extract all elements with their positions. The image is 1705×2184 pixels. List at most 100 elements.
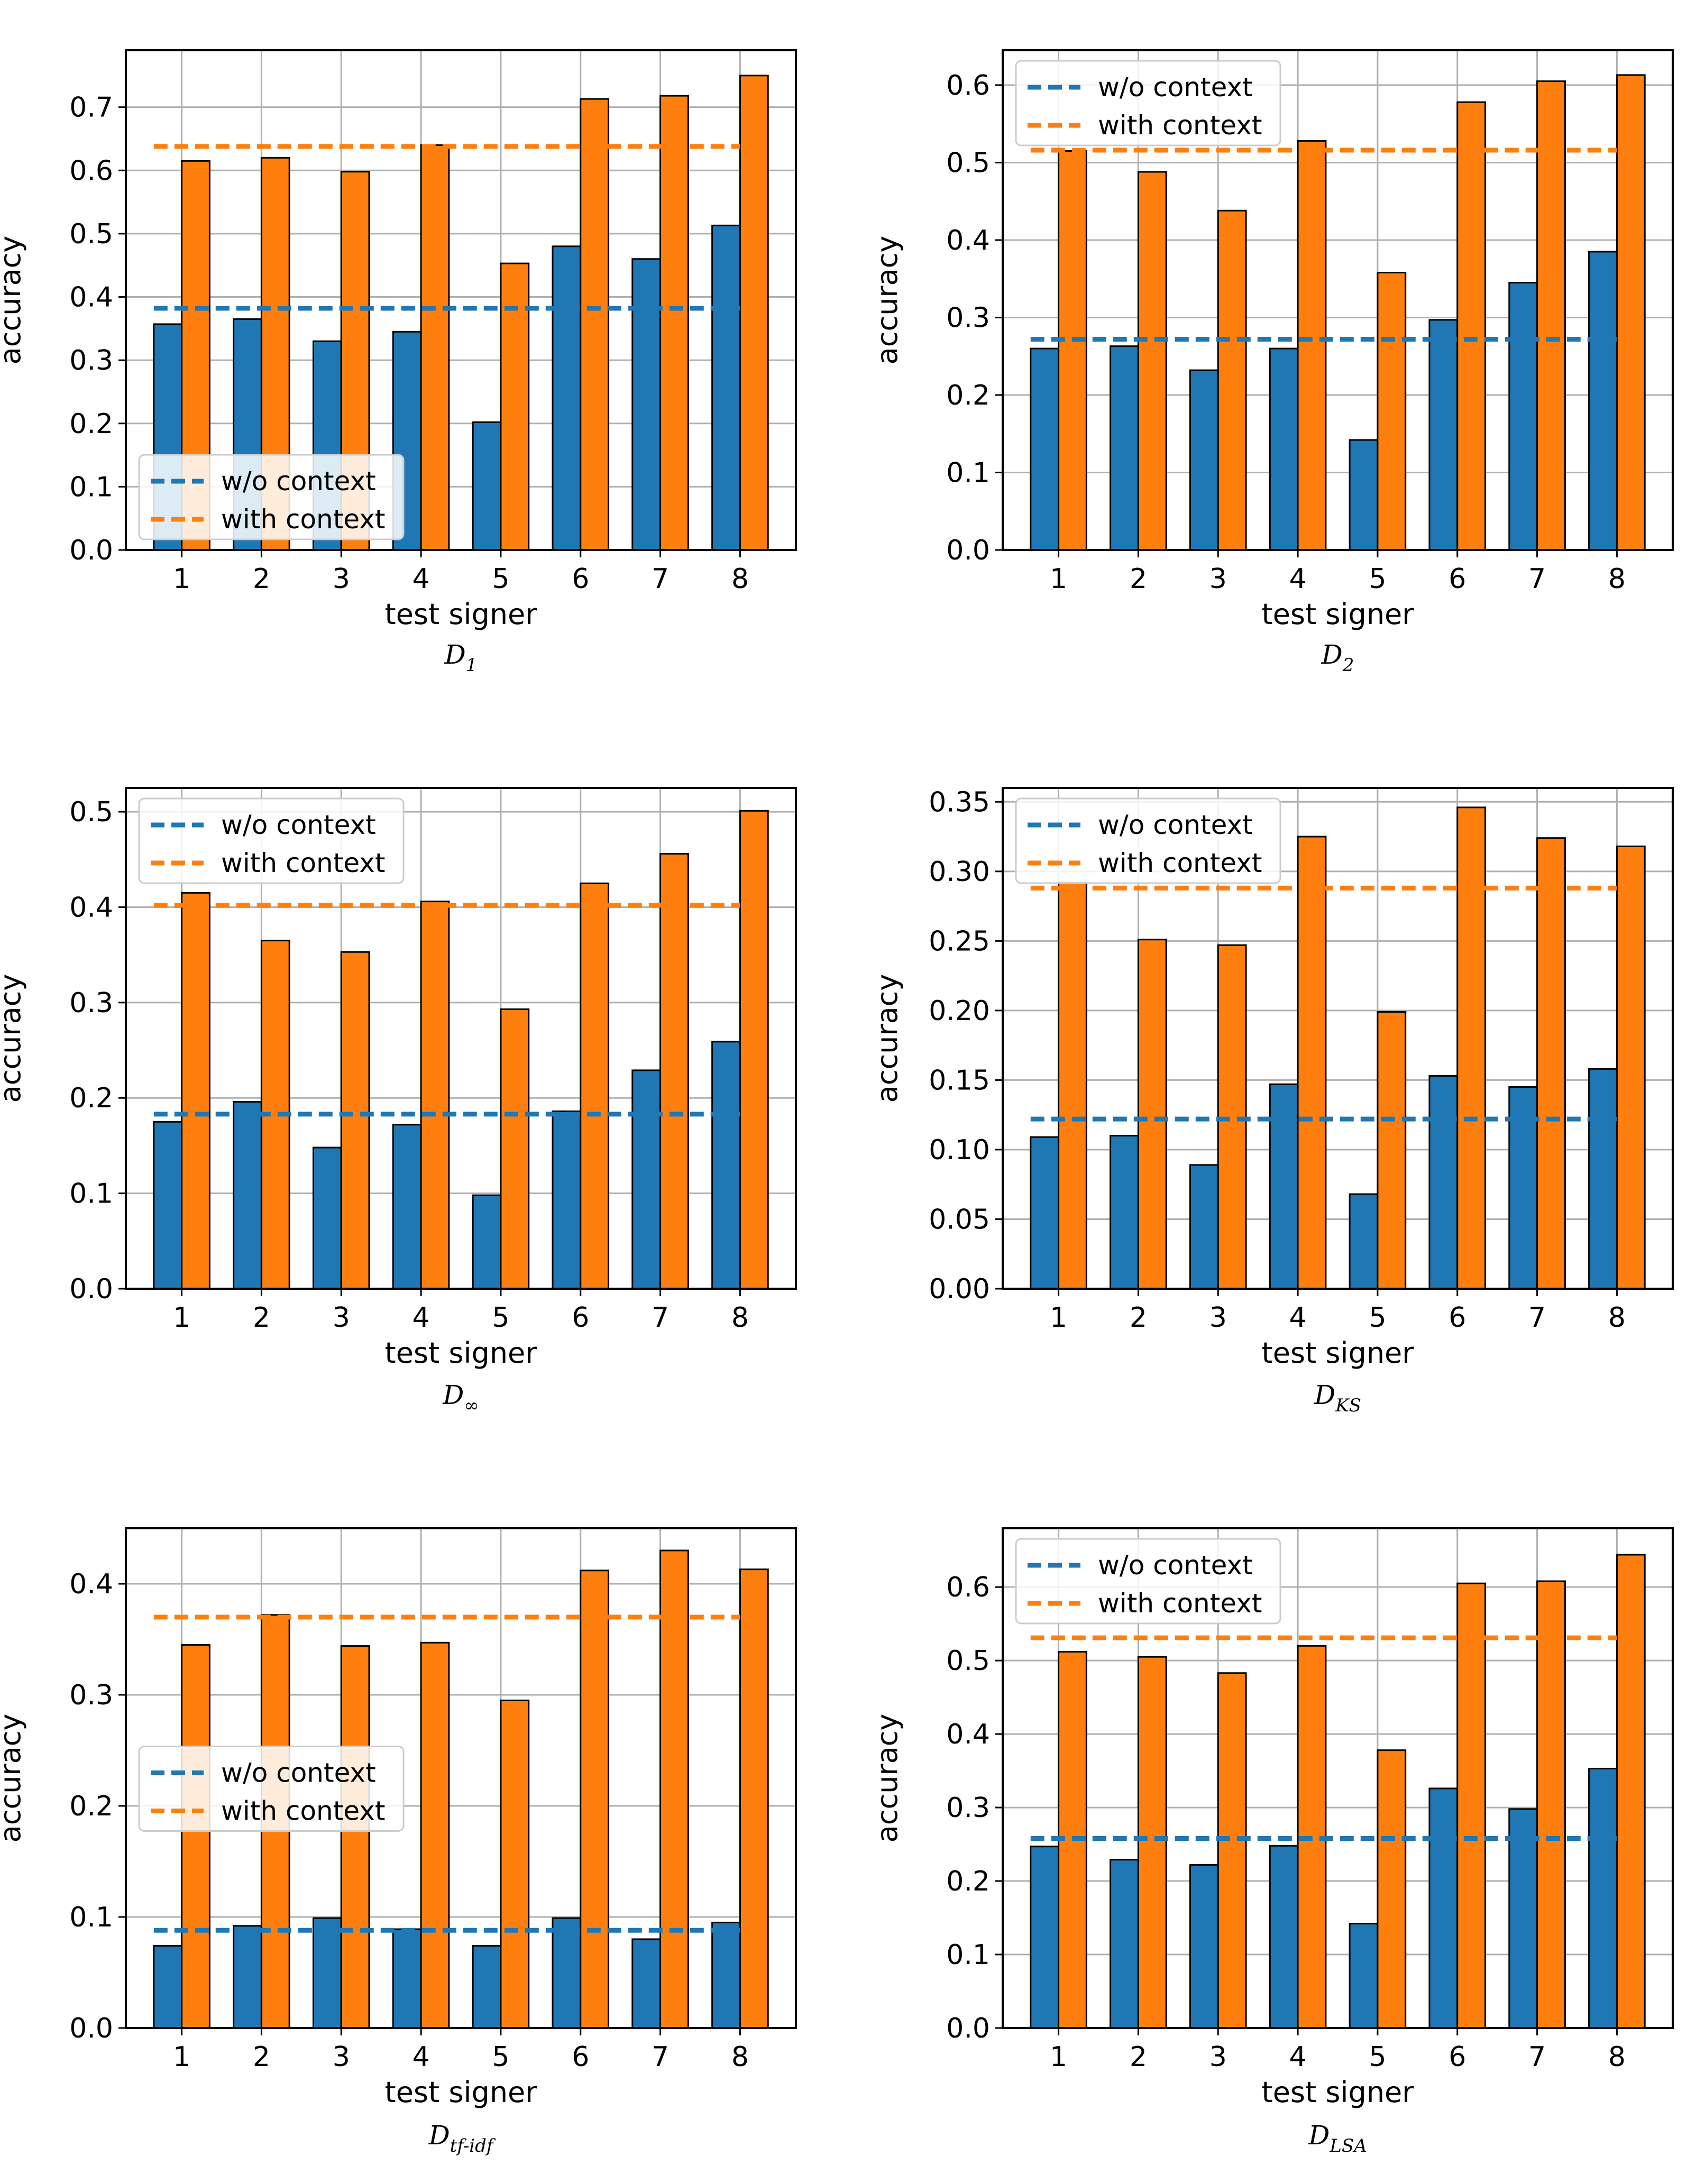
y-tick-label: 0.4 <box>946 1719 990 1750</box>
legend-label: with context <box>221 504 385 535</box>
bar-without-context-4 <box>392 1928 422 2029</box>
bar-with-context-5 <box>500 1008 530 1290</box>
legend-label: with context <box>1098 848 1262 878</box>
y-tick-label: 0.4 <box>69 1568 113 1600</box>
y-tick-label: 0.1 <box>69 1178 113 1210</box>
bar-without-context-7 <box>1508 282 1538 551</box>
x-tick-label: 1 <box>173 2041 190 2073</box>
bar-without-context-5 <box>1349 1193 1379 1290</box>
bar-without-context-3 <box>1189 1864 1219 2029</box>
bar-with-context-1 <box>1058 882 1087 1290</box>
y-tick-label: 0.3 <box>69 987 113 1019</box>
y-tick-label: 0.05 <box>929 1204 990 1235</box>
bar-with-context-5 <box>1377 1749 1407 2029</box>
legend-label: with context <box>1098 110 1262 141</box>
x-tick-label: 5 <box>492 2041 509 2073</box>
bar-with-context-8 <box>1616 845 1646 1290</box>
bar-without-context-4 <box>1269 347 1299 551</box>
x-tick-label: 4 <box>412 2041 430 2073</box>
x-tick-label: 1 <box>173 563 190 595</box>
legend: w/o context with context <box>138 1746 405 1832</box>
bar-without-context-4 <box>1269 1083 1299 1290</box>
bar-with-context-8 <box>739 1568 769 2029</box>
bar-without-context-3 <box>1189 1164 1219 1290</box>
bar-without-context-8 <box>711 224 741 551</box>
caption-main: D <box>444 639 466 670</box>
bar-without-context-5 <box>472 1945 502 2029</box>
bar-without-context-6 <box>552 245 582 551</box>
bar-without-context-8 <box>1588 1767 1618 2029</box>
x-tick-label: 8 <box>1608 2041 1626 2073</box>
x-tick-label: 4 <box>412 563 430 595</box>
x-tick-label: 3 <box>333 563 350 595</box>
panel-caption: Dtf-idf <box>428 2120 496 2157</box>
bar-with-context-6 <box>580 882 610 1290</box>
chart-panel-2: 0.0 0.1 0.2 0.3 0.4 0.5 0.6 1 2 3 4 5 6 7 8 test signer… <box>870 49 1674 676</box>
y-tick-label: 0.2 <box>69 1082 113 1114</box>
caption-subscript: 1 <box>466 655 478 676</box>
y-tick-label: 0.15 <box>929 1065 990 1096</box>
bar-with-context-8 <box>739 810 769 1290</box>
y-axis-label: accuracy <box>0 236 27 365</box>
caption-main: D <box>428 2120 450 2151</box>
y-tick-label: 0.2 <box>946 380 990 411</box>
bar-with-context-3 <box>1217 209 1247 551</box>
bar-with-context-6 <box>1456 101 1487 551</box>
bar-with-context-7 <box>659 95 689 551</box>
caption-subscript: LSA <box>1329 2135 1367 2157</box>
y-tick-label: 0.2 <box>69 408 113 440</box>
bar-without-context-5 <box>472 1194 502 1290</box>
bar-with-context-8 <box>739 75 769 551</box>
bar-with-context-7 <box>659 1549 689 2029</box>
x-axis-label: test signer <box>385 2076 538 2109</box>
bar-with-context-8 <box>1616 1554 1646 2029</box>
bar-with-context-6 <box>1456 806 1487 1290</box>
x-tick-label: 1 <box>1050 1302 1067 1334</box>
bar-with-context-8 <box>1616 74 1646 551</box>
x-tick-label: 6 <box>1449 2041 1466 2073</box>
x-tick-label: 4 <box>1289 563 1307 595</box>
legend: w/o context with context <box>138 454 405 540</box>
bar-with-context-5 <box>1377 1011 1407 1290</box>
bar-without-context-6 <box>1428 1075 1459 1290</box>
bar-without-context-2 <box>233 1925 262 2029</box>
y-tick-label: 0.30 <box>929 856 990 888</box>
x-tick-label: 6 <box>572 2041 589 2073</box>
chart-panel-6: 0.0 0.1 0.2 0.3 0.4 0.5 0.6 1 2 3 4 5 6 7 8 test signer… <box>870 1527 1674 2157</box>
panel-caption: D2 <box>1321 639 1354 676</box>
chart-panel-1: 0.0 0.1 0.2 0.3 0.4 0.5 0.6 0.7 1 2 3 4 5 6 7 8 test sig… <box>0 49 797 676</box>
caption-main: D <box>1308 2120 1330 2151</box>
x-tick-label: 2 <box>253 1302 270 1334</box>
x-tick-label: 7 <box>652 1302 669 1334</box>
bar-with-context-7 <box>1536 837 1566 1290</box>
x-tick-label: 1 <box>1050 2041 1067 2073</box>
x-axis-label: test signer <box>1262 1336 1415 1370</box>
bar-with-context-1 <box>181 892 210 1290</box>
bar-with-context-6 <box>580 1570 610 2029</box>
bar-with-context-4 <box>1297 140 1327 551</box>
chart-panel-5: 0.0 0.1 0.2 0.3 0.4 1 2 3 4 5 6 7 8 test signer accura… <box>0 1527 797 2157</box>
y-tick-label: 0.25 <box>929 925 990 957</box>
bar-with-context-7 <box>1536 80 1566 551</box>
bar-without-context-6 <box>552 1917 582 2029</box>
panel-caption: D1 <box>444 639 478 676</box>
x-tick-label: 3 <box>333 1302 350 1334</box>
y-tick-label: 0.3 <box>69 345 113 377</box>
x-tick-label: 6 <box>1449 1302 1466 1334</box>
bar-without-context-6 <box>1428 1787 1459 2029</box>
y-tick-label: 0.6 <box>946 1572 990 1603</box>
x-tick-label: 1 <box>1050 563 1067 595</box>
y-tick-label: 0.1 <box>946 457 990 489</box>
x-axis-label: test signer <box>385 598 538 631</box>
bar-without-context-7 <box>631 258 662 551</box>
x-tick-label: 2 <box>253 2041 270 2073</box>
bar-without-context-3 <box>1189 369 1219 551</box>
plot-frame <box>1002 1527 1674 2029</box>
chart-panel-4: 0.00 0.05 0.10 0.15 0.20 0.25 0.30 0.35 1 2 3 4 5 6 7 8… <box>870 786 1674 1416</box>
x-tick-label: 3 <box>333 2041 350 2073</box>
y-tick-label: 0.35 <box>929 786 990 818</box>
caption-main: D <box>1314 1380 1335 1410</box>
y-tick-label: 0.3 <box>69 1680 113 1711</box>
x-tick-label: 6 <box>1449 563 1466 595</box>
y-tick-label: 0.0 <box>69 2013 113 2044</box>
